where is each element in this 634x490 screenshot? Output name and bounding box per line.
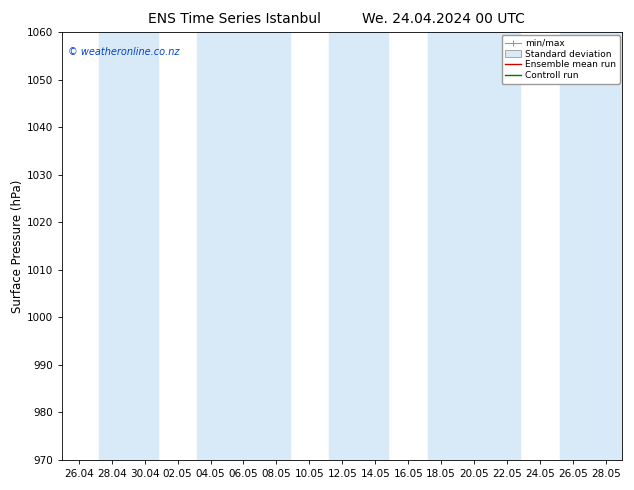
Bar [98,32,158,460]
Y-axis label: Surface Pressure (hPa): Surface Pressure (hPa) [11,179,24,313]
Text: We. 24.04.2024 00 UTC: We. 24.04.2024 00 UTC [363,12,525,26]
Bar [428,32,521,460]
Text: © weatheronline.co.nz: © weatheronline.co.nz [68,48,179,57]
Bar [197,32,290,460]
Legend: min/max, Standard deviation, Ensemble mean run, Controll run: min/max, Standard deviation, Ensemble me… [501,35,619,84]
Bar [560,32,623,460]
Bar [329,32,389,460]
Text: ENS Time Series Istanbul: ENS Time Series Istanbul [148,12,321,26]
